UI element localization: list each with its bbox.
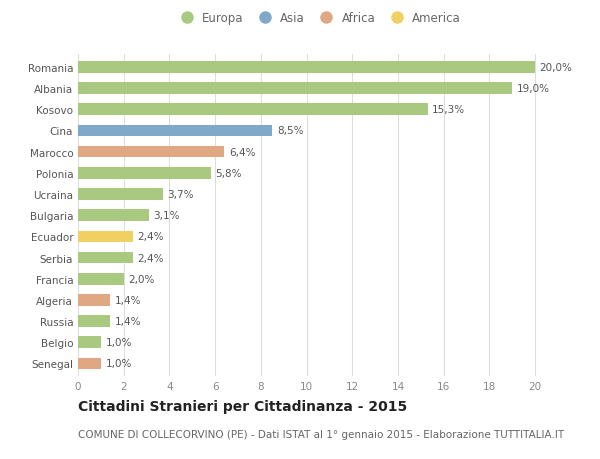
Bar	[78, 125, 272, 137]
Text: 19,0%: 19,0%	[517, 84, 550, 94]
Bar	[78, 146, 224, 158]
Bar	[78, 62, 535, 73]
Text: 1,0%: 1,0%	[106, 358, 132, 369]
Text: 6,4%: 6,4%	[229, 147, 256, 157]
Text: 1,0%: 1,0%	[106, 337, 132, 347]
Bar	[78, 83, 512, 95]
Bar	[78, 104, 428, 116]
Text: Cittadini Stranieri per Cittadinanza - 2015: Cittadini Stranieri per Cittadinanza - 2…	[78, 399, 407, 413]
Text: COMUNE DI COLLECORVINO (PE) - Dati ISTAT al 1° gennaio 2015 - Elaborazione TUTTI: COMUNE DI COLLECORVINO (PE) - Dati ISTAT…	[78, 429, 564, 439]
Text: 8,5%: 8,5%	[277, 126, 304, 136]
Text: 20,0%: 20,0%	[540, 63, 572, 73]
Text: 1,4%: 1,4%	[115, 316, 141, 326]
Text: 2,4%: 2,4%	[137, 253, 164, 263]
Bar	[78, 358, 101, 369]
Text: 5,8%: 5,8%	[215, 168, 242, 179]
Bar	[78, 252, 133, 264]
Bar	[78, 231, 133, 243]
Legend: Europa, Asia, Africa, America: Europa, Asia, Africa, America	[173, 10, 463, 27]
Bar	[78, 295, 110, 306]
Bar	[78, 316, 110, 327]
Text: 2,0%: 2,0%	[128, 274, 155, 284]
Text: 3,1%: 3,1%	[154, 211, 180, 221]
Text: 2,4%: 2,4%	[137, 232, 164, 242]
Text: 1,4%: 1,4%	[115, 295, 141, 305]
Text: 3,7%: 3,7%	[167, 190, 194, 200]
Bar	[78, 337, 101, 348]
Text: 15,3%: 15,3%	[432, 105, 466, 115]
Bar	[78, 210, 149, 222]
Bar	[78, 273, 124, 285]
Bar	[78, 168, 211, 179]
Bar	[78, 189, 163, 201]
